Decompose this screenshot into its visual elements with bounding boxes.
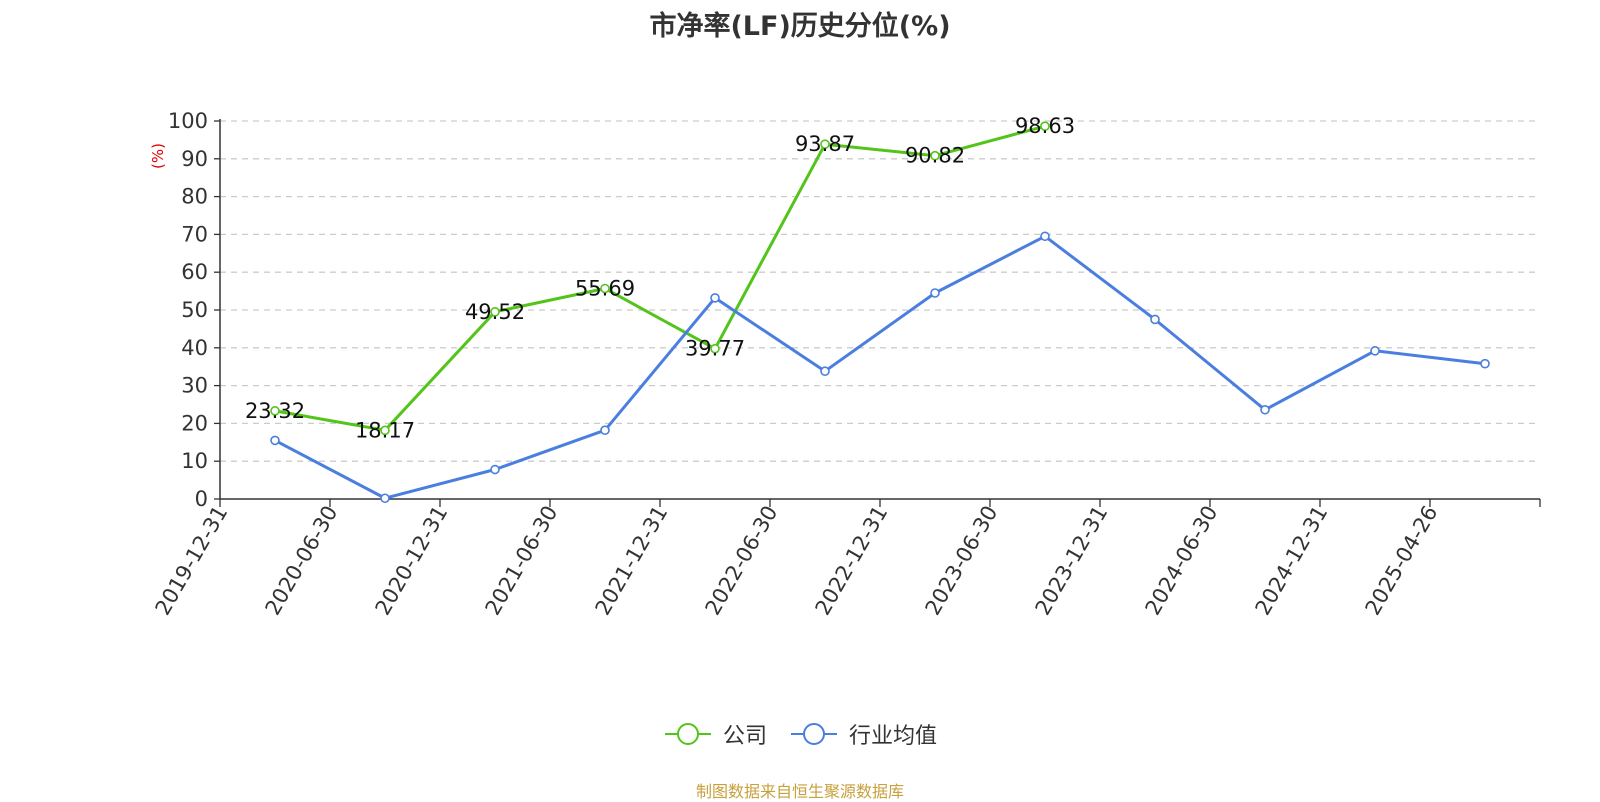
legend-line-circle-icon — [664, 723, 711, 745]
data-point — [820, 139, 830, 149]
x-tick-label: 2023-12-31 — [1031, 502, 1113, 620]
data-point — [1040, 121, 1050, 131]
x-tick-label: 2021-06-30 — [481, 502, 563, 620]
data-point — [930, 288, 940, 298]
series-line-0 — [274, 124, 1046, 432]
x-tick-label: 2021-12-31 — [591, 502, 673, 620]
data-point — [1370, 346, 1380, 356]
y-axis-title: (%) — [149, 143, 167, 169]
data-label: 98.63 — [1015, 114, 1075, 138]
series-lines — [270, 121, 1490, 504]
data-label: 55.69 — [575, 276, 635, 300]
y-tick-label: 20 — [181, 411, 208, 435]
legend-label: 公司 — [722, 724, 767, 749]
legend-label: 行业均值 — [849, 724, 938, 749]
data-point — [710, 343, 720, 354]
data-point — [1260, 404, 1270, 415]
data-label: 49.52 — [465, 300, 525, 324]
chart-title: 市净率(LF)历史分位(%) — [649, 11, 951, 42]
data-point — [490, 307, 500, 317]
x-tick-label: 2024-06-30 — [1141, 502, 1223, 620]
y-tick-label: 10 — [181, 449, 208, 473]
legend-marker — [676, 723, 699, 745]
data-point — [270, 406, 280, 416]
y-tick-label: 80 — [181, 185, 208, 209]
y-tick-label: 50 — [181, 298, 208, 322]
source-note: 制图数据来自恒生聚源数据库 — [695, 782, 904, 801]
x-tick-label: 2019-12-31 — [151, 502, 233, 620]
data-point — [1150, 314, 1160, 325]
series-line-1 — [274, 234, 1486, 500]
data-point — [380, 425, 390, 436]
data-label: 18.17 — [355, 418, 415, 442]
legend-line-circle-icon — [791, 723, 837, 745]
data-point — [380, 493, 390, 504]
y-tick-label: 0 — [195, 487, 208, 511]
grid-lines — [220, 120, 1540, 462]
data-label: 93.87 — [795, 132, 855, 156]
data-point — [1480, 358, 1490, 369]
data-labels: 23.32 18.17 49.52 55.69 39.77 93.87 90.82 98.63 — [245, 114, 1075, 442]
y-tick-label: 70 — [181, 222, 208, 246]
data-point — [600, 425, 610, 436]
data-point — [1040, 231, 1050, 242]
y-tick-label: 40 — [181, 336, 208, 360]
y-tick-label: 100 — [168, 109, 208, 133]
legend: 公司 行业均值 — [0, 718, 1600, 750]
data-label: 23.32 — [245, 399, 305, 423]
x-tick-label: 2022-12-31 — [811, 502, 893, 620]
data-point — [600, 283, 610, 294]
y-tick-label: 90 — [181, 147, 208, 171]
data-point — [490, 464, 500, 475]
axes: 0 10 20 30 40 50 60 70 80 90 100(%) 2019-12-31 2020-… — [149, 109, 1541, 620]
x-tick-label: 2025-04-26 — [1361, 502, 1443, 620]
y-tick-label: 60 — [181, 260, 208, 284]
y-tick-label: 30 — [181, 374, 208, 398]
x-tick-label: 2020-12-31 — [371, 502, 453, 620]
legend-marker — [803, 723, 825, 745]
x-tick-label: 2023-06-30 — [921, 502, 1003, 620]
legend-item[interactable]: 行业均值 — [789, 718, 937, 750]
data-point — [930, 150, 940, 161]
data-label: 39.77 — [685, 337, 745, 361]
x-tick-label: 2020-06-30 — [261, 502, 343, 620]
data-point — [820, 366, 830, 377]
data-label: 90.82 — [905, 144, 965, 168]
legend-item[interactable]: 公司 — [663, 718, 767, 750]
data-point — [270, 435, 280, 446]
x-tick-label: 2024-12-31 — [1251, 502, 1333, 620]
data-point — [710, 293, 720, 303]
x-tick-label: 2022-06-30 — [701, 502, 783, 620]
